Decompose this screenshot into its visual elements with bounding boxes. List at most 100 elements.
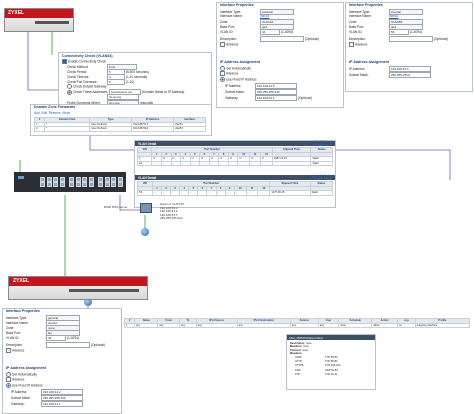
cell-ip: 192.168.53.4 — [132, 127, 174, 132]
switch-port — [53, 177, 58, 182]
these-hint: (Domain Name or IP Address) — [142, 90, 184, 94]
advance-checkbox[interactable] — [6, 348, 11, 353]
member-name: FTP — [295, 373, 325, 377]
desc-input[interactable] — [46, 342, 90, 348]
server-icon — [140, 203, 152, 213]
switch-port — [118, 182, 123, 187]
vlan-header-2: VLAN Detail — [135, 175, 335, 180]
fixed-label: Use Fixed IP Address — [226, 77, 257, 81]
desc-input[interactable] — [389, 36, 433, 42]
vid-cell: 53 — [138, 191, 153, 196]
advance-label: Advance — [226, 42, 238, 46]
detail-label: Members: — [290, 352, 302, 355]
advance-checkbox[interactable] — [349, 42, 354, 47]
domain-zone-table: # Domain Zone Type IP Address Interface … — [34, 117, 206, 132]
policy-cell: allow — [372, 323, 397, 328]
cell-type: User Defined — [90, 127, 132, 132]
fixed-radio[interactable] — [220, 77, 225, 82]
switch-port — [40, 182, 45, 187]
ip-label: IP Address: — [11, 390, 41, 394]
domain-zone-toolbar: Add Edit Remove Move — [34, 111, 70, 116]
vlan-title-2: VLAN Detail — [138, 176, 156, 180]
table-row[interactable]: 2 * User Defined 192.168.53.4 vlan53 — [35, 127, 206, 132]
port-cell: - — [258, 191, 270, 196]
remove-button[interactable]: Remove — [49, 111, 61, 115]
gw-input[interactable]: 192.168.44.1 — [41, 401, 83, 407]
vlan-status-link-2[interactable]: VLAN Status — [314, 174, 332, 178]
port-cell: - — [198, 191, 207, 196]
ip-assign-title: IP Address Assignment — [6, 366, 46, 371]
hyper-v-block: Hyper-V VLAN 53 192.168.53.3 192.168.53.… — [160, 203, 184, 221]
vid-row: VLAN ID: 53 (1-4094) — [349, 29, 422, 34]
switch-port — [98, 177, 103, 182]
add-button[interactable]: Add — [34, 111, 40, 115]
these-radio[interactable] — [67, 90, 72, 95]
switch-led — [18, 176, 24, 179]
table-row[interactable]: 1 any any any any any any any none allow no outgoin… — [125, 323, 470, 328]
network-switch — [14, 172, 126, 192]
device-port-strip — [35, 21, 69, 24]
vid-input[interactable]: 44 — [260, 29, 280, 35]
fixed-radio[interactable] — [6, 383, 11, 388]
ip-row: IP Address: 192.168.53.3 — [349, 66, 431, 71]
switch-port — [60, 182, 65, 187]
popup-header: SSH_4545 PCPolicy Filters — [287, 335, 375, 340]
advance-checkbox[interactable] — [220, 42, 225, 47]
port-cell: - — [152, 191, 161, 196]
vlan-status-link-1[interactable]: VLAN Status — [314, 140, 332, 144]
switch-port — [40, 177, 45, 182]
port-cell: - — [200, 161, 210, 166]
vid-label: VLAN ID: — [220, 30, 260, 34]
switch-port — [69, 182, 74, 187]
mask-input[interactable]: 255.255.255.0 — [389, 72, 431, 78]
vid-input[interactable]: 53 — [389, 29, 409, 35]
desc-label: Description: — [6, 343, 46, 347]
desc-input[interactable] — [260, 36, 304, 42]
zyxel-device-top: ZYXEL — [4, 8, 74, 32]
switch-port — [98, 182, 103, 187]
vid-input[interactable]: 44 — [46, 335, 66, 341]
gw-input[interactable]: 192.168.44.1 — [255, 95, 297, 101]
move-button[interactable]: Move — [62, 111, 70, 115]
fail-input[interactable]: 5 — [107, 79, 125, 85]
enable-label: Enable Connectivity Check — [68, 59, 106, 63]
device-logo: ZYXEL — [8, 10, 24, 16]
popup-member-list: ICMP TCP 80-80 HTTP TCP 80-80 HTTPS TCP 443-4… — [295, 356, 340, 377]
switch-port — [105, 182, 110, 187]
port-cell: - — [216, 191, 225, 196]
cell-num: 2 — [35, 127, 45, 132]
switch-port — [47, 182, 52, 187]
port-cell: - — [225, 191, 234, 196]
gw-label: Gateway: — [225, 96, 255, 100]
elapsed-cell — [272, 161, 311, 166]
port-cell: - — [162, 191, 171, 196]
edit-button[interactable]: Edit — [41, 111, 47, 115]
member-value: TCP 20-21 — [325, 373, 338, 376]
member-item[interactable]: FTP TCP 20-21 — [295, 373, 340, 377]
advance-row: Advance — [6, 348, 24, 353]
ip-assign-title: IP Address Assignment — [349, 60, 389, 65]
mask-label: Subnet Mask: — [225, 90, 255, 94]
switch-port — [105, 177, 110, 182]
ip-row: IP Address: 192.168.44.2 — [11, 389, 83, 394]
these-label: Check These Addresses — [73, 90, 109, 94]
port-cell: - — [190, 161, 200, 166]
name-value: vlan53 — [389, 14, 398, 18]
port-cell: - — [171, 191, 180, 196]
port-cell: - — [181, 161, 191, 166]
advance2-checkbox[interactable] — [220, 71, 225, 76]
interface-title: Interface Properties — [6, 309, 40, 314]
service-object-popup: SSH_4545 PCPolicy Filters Description: n… — [286, 334, 376, 390]
desc-label: Description: — [220, 37, 260, 41]
elapsed-cell: 1277:36:15 — [270, 191, 310, 196]
desc-row: Description: (Optional) — [6, 342, 105, 347]
desc-row: Description: (Optional) — [220, 36, 319, 41]
table-row: 44- - - - - - - - - - - - Static — [138, 161, 333, 166]
member-value: TCP 80-80 — [325, 360, 338, 363]
popup-details: Description: none Members: none Protocol… — [290, 342, 312, 355]
switch-port — [53, 182, 58, 187]
desc-hint: (Optional) — [91, 343, 105, 347]
advance2-checkbox[interactable] — [6, 377, 11, 382]
mask-row: Subnet Mask: 255.255.255.240 — [11, 395, 83, 400]
interface-panel-bottom: Interface Properties Interface Type: gene… — [2, 308, 122, 414]
